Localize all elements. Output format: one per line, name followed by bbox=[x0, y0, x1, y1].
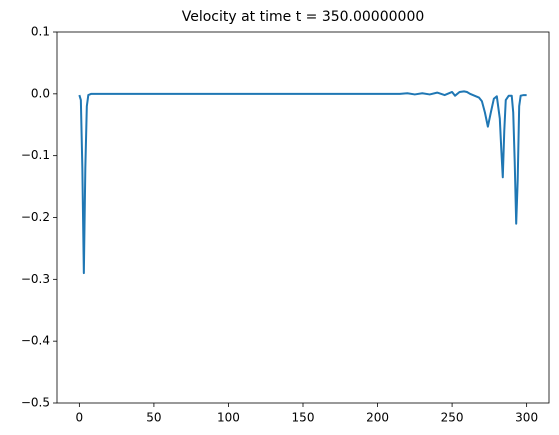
x-tick-label: 50 bbox=[146, 411, 161, 425]
chart-title: Velocity at time t = 350.00000000 bbox=[182, 9, 425, 25]
x-tick-label: 0 bbox=[76, 411, 84, 425]
y-tick-label: −0.3 bbox=[21, 272, 50, 286]
y-tick-label: −0.1 bbox=[21, 148, 50, 162]
x-tick-label: 200 bbox=[366, 411, 389, 425]
x-tick-label: 300 bbox=[515, 411, 538, 425]
y-tick-label: 0.0 bbox=[31, 86, 50, 100]
y-tick-label: −0.5 bbox=[21, 396, 50, 410]
y-tick-label: 0.1 bbox=[31, 25, 50, 39]
plot-frame bbox=[56, 31, 550, 404]
x-tick-label: 250 bbox=[441, 411, 464, 425]
y-tick-label: −0.4 bbox=[21, 334, 50, 348]
x-tick-label: 100 bbox=[217, 411, 240, 425]
data-line bbox=[78, 90, 527, 275]
x-tick-label: 150 bbox=[292, 411, 315, 425]
y-tick-label: −0.2 bbox=[21, 210, 50, 224]
